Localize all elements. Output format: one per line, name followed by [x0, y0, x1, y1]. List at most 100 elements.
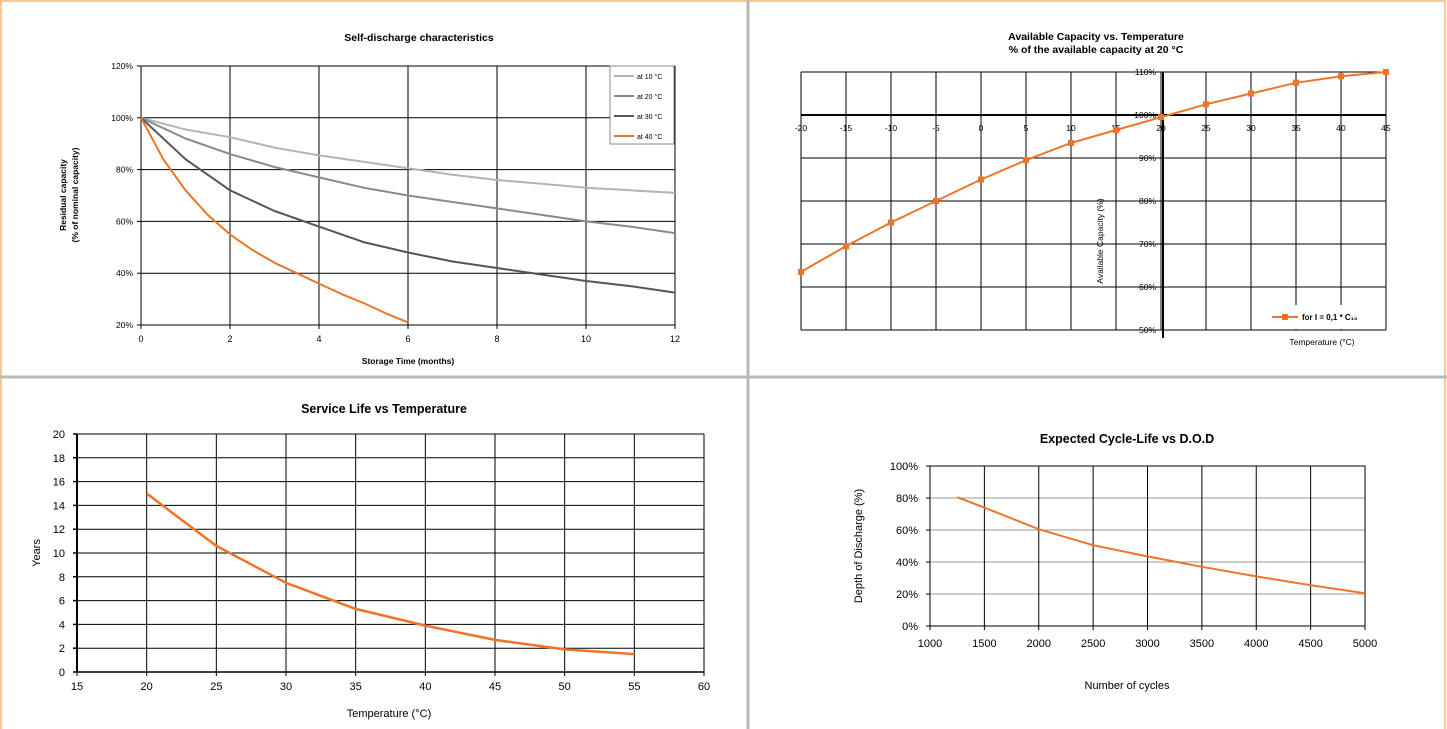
- x-tick-label: 20: [141, 681, 153, 693]
- series-line-2: [140, 116, 676, 235]
- y-axis-title: Depth of Discharge (%): [853, 489, 865, 603]
- x-tick-label: -10: [885, 123, 898, 133]
- y-tick-label: 120%: [111, 61, 133, 71]
- series-marker: [933, 198, 939, 204]
- y-tick-label: 100%: [111, 113, 133, 123]
- y-tick-label: 10: [53, 548, 65, 560]
- chart-cycle-life: Expected Cycle-Life vs D.O.D 0% 20% 40% 60% 8…: [853, 432, 1377, 692]
- series-marker: [1203, 101, 1209, 108]
- y-tick-label: 4: [59, 619, 65, 631]
- series-marker: [1023, 157, 1029, 164]
- series-marker: [1158, 114, 1164, 121]
- y-tick-label: 2: [59, 643, 65, 655]
- x-tick-label: 10: [1066, 123, 1076, 133]
- chart-title: Self-discharge characteristics: [344, 32, 494, 44]
- series-line-4: [140, 117, 409, 324]
- x-tick-label: 10: [581, 334, 591, 344]
- y-tick-label: 80%: [1139, 196, 1156, 206]
- series-marker: [1068, 139, 1074, 146]
- plot-area: [140, 65, 676, 326]
- chart-title: Service Life vs Temperature: [301, 402, 467, 416]
- series-line-1: [140, 116, 676, 194]
- series-marker: [978, 176, 984, 183]
- x-tick-label: 50: [559, 681, 571, 693]
- series-marker: [798, 268, 804, 275]
- series-marker: [1338, 73, 1344, 80]
- series-marker: [1248, 90, 1254, 97]
- x-tick-label: 1500: [972, 638, 996, 650]
- series-line: [800, 71, 1387, 273]
- x-tick-label: 4000: [1244, 638, 1268, 650]
- y-axis-title: Available Capacity (%): [1095, 198, 1105, 284]
- series-marker: [1383, 69, 1389, 75]
- x-tick-label: 0: [138, 334, 143, 344]
- y-tick-label: 100%: [890, 461, 918, 473]
- x-tick-label: 35: [1291, 123, 1301, 133]
- legend-label-4: at 40 °C: [637, 133, 662, 141]
- x-tick-label: 3500: [1190, 638, 1214, 650]
- series-line: [956, 496, 1366, 595]
- y-tick-label: 20%: [896, 589, 918, 601]
- chart-available-capacity: Available Capacity vs. Temperature% of t…: [795, 31, 1391, 347]
- series-line: [145, 492, 635, 656]
- chart-subtitle: % of the available capacity at 20 °C: [1009, 44, 1184, 56]
- x-axis-title: Temperature (°C): [347, 708, 431, 720]
- legend-marker: [1282, 314, 1288, 320]
- y-tick-label: 70%: [1139, 239, 1156, 249]
- y-tick-label: 20%: [116, 320, 133, 330]
- x-tick-label: 30: [280, 681, 292, 693]
- y-tick-label: 12: [53, 524, 65, 536]
- y-tick-label: 90%: [1139, 153, 1156, 163]
- y-tick-label: 18: [53, 453, 65, 465]
- chart-self-discharge: Self-discharge characteristics 0 2 4 6 8 10 12 2…: [58, 32, 680, 366]
- y-axis-title-secondary: (% of nominal capacity): [70, 147, 80, 242]
- x-tick-label: 20: [1156, 123, 1166, 133]
- x-tick-label: 30: [1246, 123, 1256, 133]
- series-line-3: [140, 117, 676, 294]
- x-tick-label: 1000: [918, 638, 942, 650]
- x-tick-label: 60: [698, 681, 710, 693]
- x-tick-label: 2500: [1081, 638, 1105, 650]
- y-tick-label: 80%: [896, 493, 918, 505]
- x-tick-label: 2000: [1027, 638, 1051, 650]
- chart-title: Expected Cycle-Life vs D.O.D: [1040, 432, 1214, 446]
- y-tick-label: 60%: [1139, 282, 1156, 292]
- x-tick-label: 0: [979, 123, 984, 133]
- legend-label-2: at 20 °C: [637, 93, 662, 101]
- x-tick-label: 40: [1336, 123, 1346, 133]
- y-tick-label: 0%: [902, 621, 918, 633]
- y-tick-label: 40%: [896, 557, 918, 569]
- y-tick-label: 14: [53, 500, 65, 512]
- y-tick-label: 80%: [116, 165, 133, 175]
- x-tick-label: -5: [932, 123, 940, 133]
- x-tick-label: 40: [419, 681, 431, 693]
- x-tick-label: 8: [494, 334, 499, 344]
- y-axis-title: Residual capacity: [58, 159, 68, 231]
- y-tick-label: 16: [53, 477, 65, 489]
- x-tick-label: 3000: [1135, 638, 1159, 650]
- x-tick-label: 5000: [1353, 638, 1377, 650]
- chart-title: Available Capacity vs. Temperature: [1008, 31, 1184, 43]
- y-tick-label: 60%: [116, 216, 133, 226]
- x-tick-label: 6: [405, 334, 410, 344]
- y-tick-label: 6: [59, 596, 65, 608]
- legend-label-3: at 30 °C: [637, 113, 662, 121]
- y-tick-label: 0: [59, 667, 65, 679]
- x-tick-label: 15: [71, 681, 83, 693]
- x-tick-label: 55: [628, 681, 640, 693]
- x-axis-title: Temperature (°C): [1289, 337, 1354, 347]
- x-axis-title: Number of cycles: [1085, 680, 1170, 692]
- x-tick-label: 2: [227, 334, 232, 344]
- x-tick-label: 12: [670, 334, 680, 344]
- x-tick-label: 25: [1201, 123, 1211, 133]
- y-tick-label: 40%: [116, 268, 133, 278]
- x-axis-title: Storage Time (months): [362, 356, 455, 366]
- x-tick-label: -15: [840, 123, 853, 133]
- series-marker: [888, 219, 894, 226]
- series-marker: [843, 243, 849, 250]
- series-marker: [1113, 127, 1119, 134]
- y-tick-label: 60%: [896, 525, 918, 537]
